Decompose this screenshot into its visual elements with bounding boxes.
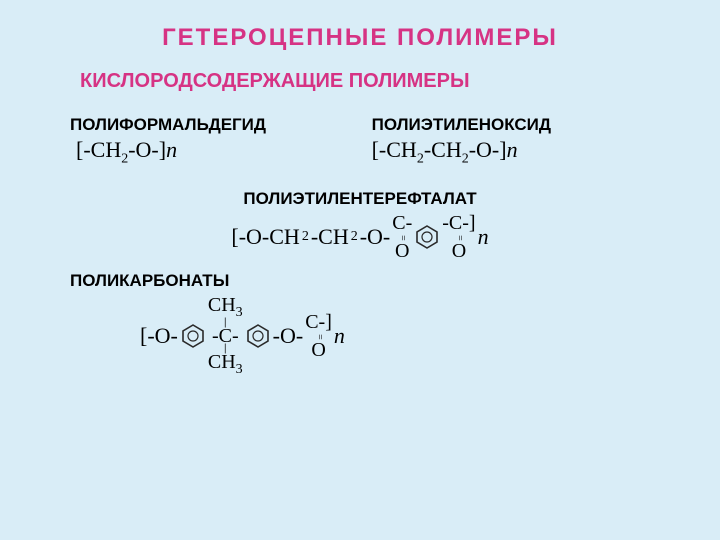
polycarbonate-formula: [-O- CH3 | -C- | CH3 -O- C-] = O n [140,295,680,377]
p4-center-carbon: CH3 | -C- | CH3 [208,295,243,377]
top-row: ПОЛИФОРМАЛЬДЕГИД [-CH2-O-]n ПОЛИЭТИЛЕНОК… [70,115,650,181]
dbl-icon: = [397,236,407,240]
p4-carbonyl: C-] = O [305,312,332,360]
p3-c: -CH [311,224,349,250]
main-title: ГЕТЕРОЦЕПНЫЕ ПОЛИМЕРЫ [40,24,680,52]
p3-n: n [478,224,489,250]
p3-c1: C- [392,213,412,233]
p4-ch3b-a: CH [208,351,236,373]
p3-carbonyl-1: C- = O [392,213,412,261]
p4-a: [-O- [140,323,178,349]
f1-n: n [166,137,177,162]
f2-c: -CH [424,137,462,162]
polyethyleneoxide-block: ПОЛИЭТИЛЕНОКСИД [-CH2-CH2-O-]n [372,115,650,181]
polyformaldehyde-formula: [-CH2-O-]n [76,137,348,167]
pet-name: ПОЛИЭТИЛЕНТЕРЕФТАЛАТ [40,189,680,209]
p3-e: -O- [360,224,391,250]
f2-b: 2 [417,151,424,166]
p3-b: 2 [302,229,309,245]
dbl-icon: = [314,335,324,339]
dbl-icon: = [454,236,464,240]
p3-carbonyl-2: -C-] = O [442,213,475,261]
p4-ch3b-b: 3 [236,362,243,377]
benzene-icon [414,224,440,250]
p3-a: [-O-CH [231,224,299,250]
p4-ch3t-b: 3 [236,305,243,320]
p3-c2: -C-] [442,213,475,233]
p3-d: 2 [351,229,358,245]
p3-o1: O [395,241,409,261]
p4-oc: -O- [273,323,304,349]
benzene-icon [245,323,271,349]
f2-n: n [507,137,518,162]
p4-c2: C-] [305,312,332,332]
p4-ch3t-a: CH [208,294,236,316]
polyformaldehyde-block: ПОЛИФОРМАЛЬДЕГИД [-CH2-O-]n [70,115,348,181]
subtitle: КИСЛОРОДСОДЕРЖАЩИЕ ПОЛИМЕРЫ [80,70,680,93]
polyformaldehyde-name: ПОЛИФОРМАЛЬДЕГИД [70,115,348,135]
p4-n: n [334,323,345,349]
polyethyleneoxide-name: ПОЛИЭТИЛЕНОКСИД [372,115,650,135]
benzene-icon [180,323,206,349]
p3-o2: O [452,241,466,261]
f2-a: [-CH [372,137,417,162]
p4-ch3-bot: CH3 [208,352,243,377]
f1-c: -O-] [128,137,166,162]
f1-a: [-CH [76,137,121,162]
pet-formula: [-O-CH2 -CH2 -O- C- = O -C-] = O n [40,213,680,261]
slide: ГЕТЕРОЦЕПНЫЕ ПОЛИМЕРЫ КИСЛОРОДСОДЕРЖАЩИЕ… [0,0,720,540]
f2-d: 2 [462,151,469,166]
p4-o: O [311,340,325,360]
f2-e: -O-] [469,137,507,162]
polycarbonate-name: ПОЛИКАРБОНАТЫ [70,271,680,291]
polyethyleneoxide-formula: [-CH2-CH2-O-]n [372,137,650,167]
